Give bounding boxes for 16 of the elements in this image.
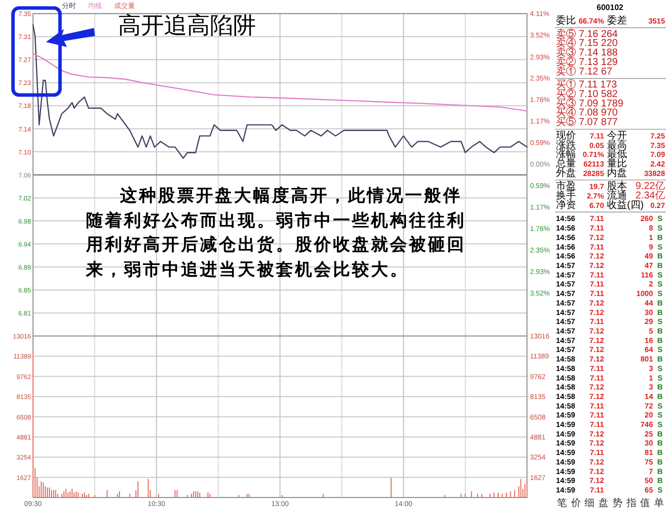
annotation: 这种股票开盘大幅度高开，此情况一般伴随着利好公布而出现。弱市中一些机构往往利用利好高开后减仓出货。股价收盘就会被砸回来，弱市中追进当天被套机会比较大。 (86, 185, 467, 280)
category-label: 指 (625, 497, 636, 509)
category-label: 价 (570, 497, 581, 509)
text: 600102 (596, 3, 624, 12)
category-label: 值 (640, 498, 650, 509)
category-label: 势 (612, 497, 622, 509)
category-label: 细 (584, 497, 595, 509)
text: 买② 7.10 582 (556, 88, 618, 100)
text: 卖① 7.12 67 (556, 65, 613, 78)
category-label: 笔 (556, 497, 567, 509)
text: 买⑤ 7.07 877 (556, 116, 618, 128)
chart-title: 高开追高陷阱 (118, 12, 256, 38)
line-series (32, 53, 528, 112)
text: 卖② 7.13 129 (556, 56, 618, 68)
category-label: 单 (654, 497, 664, 509)
category-label: 盘 (598, 497, 609, 509)
